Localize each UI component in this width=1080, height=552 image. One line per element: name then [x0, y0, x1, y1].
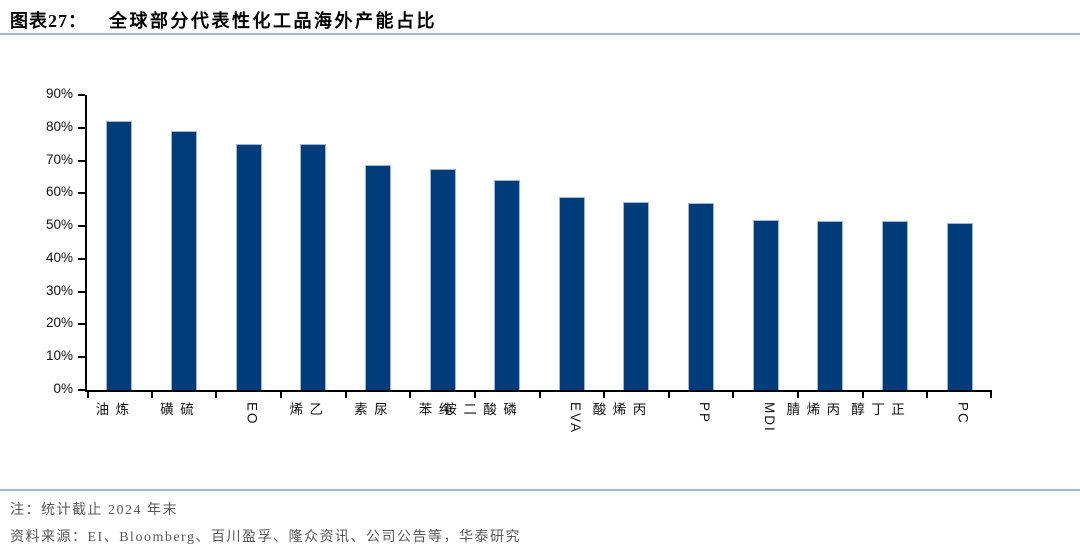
x-axis-tick [344, 390, 347, 398]
x-axis-category-label: MDI [761, 402, 777, 433]
x-axis-category-label: 丙烯腈 [784, 402, 840, 418]
bar [235, 144, 262, 390]
x-axis-category-label: EVA [567, 402, 583, 435]
y-axis-tick [78, 290, 85, 293]
bar [494, 180, 521, 390]
x-axis-tick [279, 390, 282, 398]
x-axis-category-label: 尿素 [351, 402, 387, 418]
bar [752, 219, 779, 390]
x-axis-tick [473, 390, 476, 398]
y-axis-tick [78, 323, 85, 326]
x-axis-tick [861, 390, 864, 398]
y-axis-tick-label: 10% [45, 348, 73, 364]
x-axis-category-label: PC [955, 402, 971, 425]
x-axis-category-label: PP [697, 402, 713, 425]
bar [688, 203, 715, 390]
x-axis-category-label: 丙烯酸 [590, 402, 646, 418]
y-axis-tick [78, 257, 85, 260]
y-axis-tick [78, 225, 85, 228]
x-axis-tick [603, 390, 606, 398]
x-axis-category-label: 炼油 [93, 402, 129, 418]
x-axis-tick [215, 390, 218, 398]
chart-source: 资料来源：EI、Bloomberg、百川盈孚、隆众资讯、公司公告等，华泰研究 [10, 530, 521, 545]
y-axis-tick-label: 40% [45, 249, 73, 265]
bar [882, 221, 909, 390]
bar-chart-plot-area: 0% 10% 20% 30% 40% 50% 60% 70% 80% 90% 炼油 硫磺 EO 乙烯 尿素 纯… [46, 86, 992, 434]
x-axis-tick [732, 390, 735, 398]
y-axis-tick-label: 30% [45, 282, 73, 298]
y-axis-tick [78, 192, 85, 195]
x-axis-tick [926, 390, 929, 398]
bar [300, 144, 327, 390]
title-divider-line [0, 33, 1080, 35]
bar [364, 165, 391, 390]
y-axis-tick-label: 0% [53, 381, 73, 396]
x-axis-category-label: EO [244, 402, 260, 426]
x-axis-tick [409, 390, 412, 398]
y-axis-tick-label: 50% [45, 217, 73, 233]
x-axis-tick [990, 390, 992, 398]
figure-title-row: 图表27： 全球部分代表性化工品海外产能占比 [10, 7, 1070, 33]
y-axis-tick [78, 94, 85, 96]
y-axis-tick-label: 20% [45, 315, 73, 331]
y-axis-tick [78, 356, 85, 359]
bar [558, 196, 585, 390]
y-axis-tick [78, 389, 85, 391]
figure-title: 全球部分代表性化工品海外产能占比 [109, 11, 437, 31]
bar [170, 131, 197, 390]
y-axis-tick [78, 159, 85, 162]
y-axis-tick-label: 80% [45, 118, 73, 134]
x-axis-tick [797, 390, 800, 398]
x-axis-category-label: 硫磺 [157, 402, 193, 418]
x-axis-category-label: 磷酸二铵 [441, 402, 517, 418]
x-axis-tick [667, 390, 670, 398]
x-axis-category-label: 纯苯 [416, 402, 452, 418]
x-axis-tick [538, 390, 541, 398]
bar [946, 222, 973, 390]
bar [623, 201, 650, 390]
x-axis-tick [87, 390, 89, 398]
chart-note: 注：统计截止 2024 年末 [10, 503, 178, 518]
y-axis-tick-label: 60% [45, 184, 73, 200]
y-axis-tick-label: 70% [45, 151, 73, 167]
x-axis-category-label: 乙烯 [287, 402, 323, 418]
figure-number-label: 图表27： [10, 11, 87, 31]
y-axis-tick [78, 126, 85, 129]
x-axis-tick [150, 390, 153, 398]
bar [817, 221, 844, 390]
footer-divider-line [0, 489, 1080, 491]
y-axis-tick-label: 90% [45, 86, 73, 101]
x-axis-category-label: 正丁醇 [849, 402, 905, 418]
bar [106, 121, 133, 390]
bar [429, 168, 456, 390]
